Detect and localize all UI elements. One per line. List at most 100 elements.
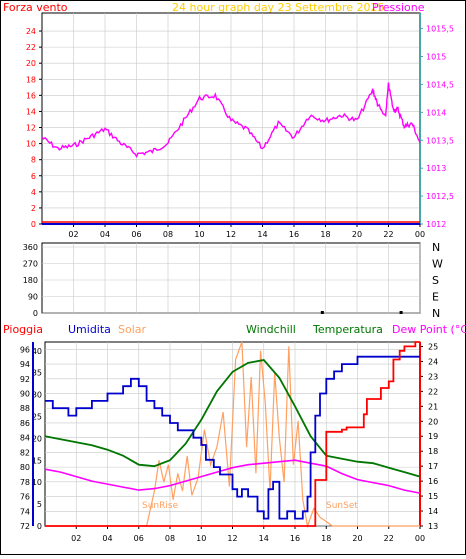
humidity-tick-label: 88 bbox=[20, 404, 30, 413]
wind-tick-label: 22 bbox=[26, 43, 36, 52]
time-tick-label: 12 bbox=[227, 534, 237, 543]
windchill-label: Windchill bbox=[246, 323, 296, 336]
rain-tick-label: 10 bbox=[32, 478, 42, 487]
direction-tick-label: 90 bbox=[28, 293, 38, 302]
time-tick-label: 20 bbox=[352, 534, 362, 543]
temp-tick-label: 21 bbox=[428, 402, 438, 411]
compass-label: N bbox=[432, 241, 440, 254]
wind-tick-label: 4 bbox=[31, 188, 36, 197]
direction-tick-label: 360 bbox=[23, 243, 38, 252]
wind-tick-label: 18 bbox=[26, 75, 36, 84]
sunset-annotation: SunSet bbox=[326, 501, 358, 511]
rain-tick-label: 40 bbox=[32, 347, 42, 356]
pressure-axis-label: Pressione bbox=[372, 1, 425, 14]
time-tick-label: 18 bbox=[320, 230, 330, 239]
time-tick-label: 00 bbox=[415, 534, 425, 543]
wind-tick-label: 6 bbox=[31, 172, 36, 181]
rain-tick-label: 25 bbox=[32, 412, 42, 421]
time-tick-label: 20 bbox=[352, 230, 362, 239]
solar-label: Solar bbox=[118, 323, 147, 336]
wind-direction-grid bbox=[42, 243, 421, 314]
wind-axis-label: Forza vento bbox=[3, 1, 68, 14]
temp-tick-label: 25 bbox=[428, 342, 438, 351]
humidity-tick-label: 78 bbox=[20, 478, 30, 487]
humidity-tick-label: 76 bbox=[20, 493, 30, 502]
temp-tick-label: 24 bbox=[428, 357, 438, 366]
temp-tick-label: 18 bbox=[428, 447, 438, 456]
multi-series-lines bbox=[44, 341, 421, 529]
wind-tick-label: 14 bbox=[26, 107, 36, 116]
series-humidity bbox=[45, 355, 420, 520]
wind-direction-series bbox=[320, 311, 403, 314]
humidity-tick-label: 86 bbox=[20, 419, 30, 428]
time-tick-label: 00 bbox=[415, 230, 425, 239]
temp-tick-label: 19 bbox=[428, 432, 438, 441]
humidity-tick-label: 90 bbox=[20, 390, 30, 399]
pressure-tick-label: 1014,5 bbox=[426, 80, 454, 89]
temperature-label: Temperatura bbox=[312, 323, 383, 336]
time-tick-label: 02 bbox=[68, 230, 78, 239]
time-tick-label: 22 bbox=[383, 230, 393, 239]
wind-tick-label: 0 bbox=[31, 220, 36, 229]
pressure-tick-label: 1012,5 bbox=[426, 192, 454, 201]
time-tick-label: 04 bbox=[100, 230, 110, 239]
rain-tick-label: 30 bbox=[32, 391, 42, 400]
time-tick-label: 06 bbox=[131, 230, 141, 239]
chart-title: 24 hour graph day 23 Settembre 2025 bbox=[172, 1, 385, 14]
temp-tick-label: 13 bbox=[428, 522, 438, 531]
compass-label: N bbox=[432, 307, 440, 320]
series-pressure bbox=[41, 82, 421, 158]
time-tick-label: 16 bbox=[289, 230, 299, 239]
pressure-ticks: 1012 1012,5 1013 1013,5 1014 1014,5 1015 1015,5 bbox=[419, 13, 454, 229]
time-tick-label: 18 bbox=[321, 534, 331, 543]
time-tick-label: 04 bbox=[102, 534, 112, 543]
wind-tick-label: 24 bbox=[26, 27, 36, 36]
pressure-tick-label: 1013 bbox=[426, 164, 446, 173]
time-tick-label: 08 bbox=[165, 534, 175, 543]
humidity-tick-label: 80 bbox=[20, 463, 30, 472]
wind-tick-label: 2 bbox=[31, 204, 36, 213]
time-tick-label: 08 bbox=[163, 230, 173, 239]
humidity-tick-label: 74 bbox=[20, 507, 30, 516]
dew-point-label: Dew Point (°C) bbox=[392, 323, 466, 336]
sunrise-annotation: SunRise bbox=[142, 501, 179, 511]
temp-tick-label: 23 bbox=[428, 372, 438, 381]
temp-tick-label: 14 bbox=[428, 507, 438, 516]
pressure-tick-label: 1013,5 bbox=[426, 136, 454, 145]
rain-tick-label: 35 bbox=[32, 369, 42, 378]
humidity-tick-label: 84 bbox=[20, 434, 30, 443]
humidity-tick-label: 96 bbox=[20, 345, 30, 354]
time-tick-label: 14 bbox=[257, 230, 267, 239]
multi-series-axes: 72 74 76 78 80 82 84 86 88 90 92 94 96 0 5 10 15 20 25 30 35… bbox=[20, 342, 438, 543]
time-tick-label: 10 bbox=[196, 534, 206, 543]
rain-tick-label: 0 bbox=[37, 522, 42, 531]
time-tick-label: 10 bbox=[194, 230, 204, 239]
temp-tick-label: 17 bbox=[428, 462, 438, 471]
temp-tick-label: 20 bbox=[428, 417, 438, 426]
rain-label: Pioggia bbox=[3, 323, 43, 336]
humidity-label: Umidita bbox=[68, 323, 111, 336]
series-dew-point bbox=[44, 459, 421, 494]
pressure-tick-label: 1015 bbox=[426, 53, 446, 62]
wind-pressure-grid bbox=[42, 13, 421, 225]
wind-tick-label: 16 bbox=[26, 91, 36, 100]
temp-tick-label: 22 bbox=[428, 387, 438, 396]
wind-tick-label: 20 bbox=[26, 59, 36, 68]
time-tick-label: 14 bbox=[259, 534, 269, 543]
time-tick-label: 12 bbox=[226, 230, 236, 239]
time-tick-label: 16 bbox=[290, 534, 300, 543]
time-axis-ticks: 02 04 06 08 10 12 14 16 18 20 22 00 bbox=[68, 224, 425, 239]
time-tick-label: 02 bbox=[71, 534, 81, 543]
rain-tick-label: 20 bbox=[32, 434, 42, 443]
series-rain bbox=[45, 341, 420, 527]
humidity-tick-label: 72 bbox=[20, 522, 30, 531]
direction-tick-label: 0 bbox=[33, 309, 38, 318]
compass-label: W bbox=[432, 258, 443, 271]
series-temperature bbox=[44, 359, 421, 478]
compass-label: S bbox=[432, 274, 439, 287]
